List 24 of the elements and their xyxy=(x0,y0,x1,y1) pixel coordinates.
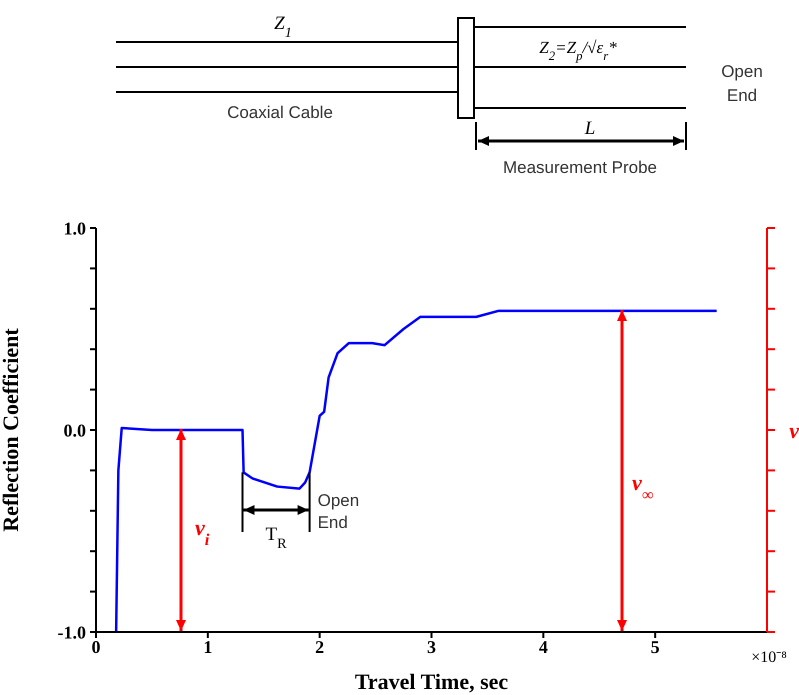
x-tick-label: 5 xyxy=(650,636,660,657)
annotation: Open End xyxy=(318,491,360,532)
y2-axis-title: v xyxy=(789,418,799,443)
text: Open End xyxy=(721,62,763,105)
annotation: v$_{∞}$ xyxy=(632,470,654,504)
x-tick-label: 0 xyxy=(92,636,100,657)
y-axis-title: Reflection Coefficient xyxy=(0,328,23,532)
text: ×10⁻⁸ xyxy=(751,649,787,666)
text: L xyxy=(584,118,596,139)
line-series xyxy=(114,310,718,632)
y-tick-label: 0.0 xyxy=(64,420,86,440)
x-tick-label: 2 xyxy=(315,636,324,657)
x-tick-label: 1 xyxy=(203,636,212,657)
y-tick-label: 1.0 xyxy=(64,218,86,238)
x-tick-label: 3 xyxy=(427,636,436,657)
text: Measurement Probe xyxy=(502,158,658,177)
y-tick-label: -1.0 xyxy=(58,622,86,642)
x-axis-title: Travel Time, sec xyxy=(354,669,508,694)
text: Z$_{1}$ xyxy=(274,13,292,41)
annotation: v$_{i}$ xyxy=(195,515,210,548)
x-tick-label: 4 xyxy=(538,636,548,657)
text: Z$_{2}$=Z$_{p}$/√ε$_{r}$* xyxy=(539,38,618,63)
annotation: T$_{R}$ xyxy=(265,524,288,552)
text: Coaxial Cable xyxy=(227,103,333,122)
